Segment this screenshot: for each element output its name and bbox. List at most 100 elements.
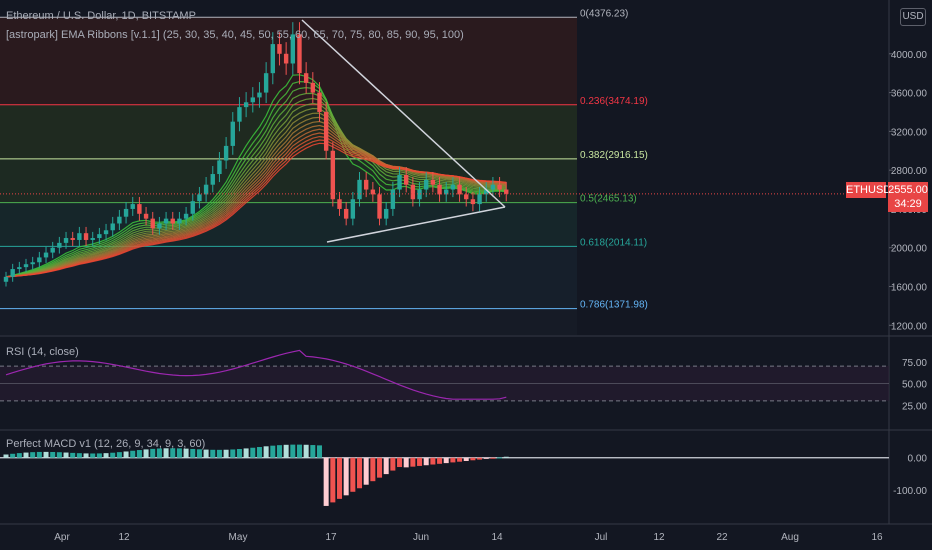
candle-body [490,184,496,190]
candle-body [190,201,195,214]
macd-histogram-bar [190,448,196,458]
price-tick-label: 2800.00 [891,166,928,177]
candle-body [203,184,209,195]
candle-body [50,247,55,253]
candle-body [457,184,462,195]
time-tick-label: 12 [118,532,130,543]
candle-body [310,82,316,93]
candle-body [70,238,75,240]
candle-body [223,145,229,161]
time-tick-label: Jun [413,532,429,543]
rsi-indicator-title[interactable]: RSI (14, close) [6,346,79,358]
macd-histogram-bar [3,454,9,458]
symbol-title: Ethereum / U.S. Dollar, 1D, BITSTAMP [6,10,196,22]
macd-histogram-bar [70,452,76,458]
symbol-badge: ETHUSD [846,182,892,198]
candle-body [143,213,149,219]
macd-histogram-bar [377,457,383,478]
macd-histogram-bar [216,449,222,458]
candle-body [383,208,389,219]
ema-ribbon-line [5,80,507,278]
candle-body [250,97,255,103]
macd-histogram-bar [423,457,429,466]
time-tick-label: 14 [491,532,503,543]
time-tick-label: Apr [54,532,70,543]
trendline-lower [326,206,506,243]
fib-zone [0,202,577,247]
candle-body [257,92,262,98]
rsi-tick-label: 75.00 [902,358,927,369]
macd-histogram-bar [410,457,416,467]
macd-histogram-bar [403,457,409,468]
macd-histogram-bar [90,453,96,458]
candle-body [57,242,62,248]
macd-histogram-bar [143,449,149,458]
candle-body [410,184,416,200]
macd-histogram-bar [150,448,156,458]
candle-body [43,252,49,258]
macd-indicator-title[interactable]: Perfect MACD v1 (12, 26, 9, 34, 9, 3, 60… [6,438,206,450]
time-tick-label: 12 [653,532,665,543]
macd-histogram-bar [243,448,249,458]
candle-body [450,184,456,190]
macd-histogram-bar [176,448,182,458]
rsi-tick-label: 50.00 [902,380,927,391]
last-price-value: 2555.00 [888,184,928,196]
candle-body [210,174,215,185]
fib-level-label: 0.618(2014.11) [580,237,647,248]
macd-histogram-bar [503,456,509,458]
macd-histogram-bar [156,448,162,458]
candle-body [477,194,482,205]
macd-histogram-bar [497,457,503,459]
candle-body [163,218,169,224]
fib-level-label: 0.236(3474.19) [580,96,648,107]
macd-histogram-bar [76,453,82,458]
macd-histogram-bar [183,448,189,458]
candle-body [23,264,29,268]
candle-body [363,179,369,190]
currency-button[interactable]: USD [900,8,926,26]
macd-histogram-bar [230,449,236,458]
macd-histogram-bar [417,457,423,466]
price-tick-label: 3600.00 [891,89,928,100]
macd-histogram-bar [343,457,349,496]
macd-histogram-bar [323,457,329,506]
candle-body [230,121,235,146]
rsi-line [5,349,507,400]
macd-histogram-bar [103,453,109,458]
candle-body [110,223,115,231]
macd-histogram-bar [310,445,316,458]
candle-body [17,267,22,270]
macd-histogram-bar [130,450,136,458]
candle-body [3,276,9,282]
candle-body [177,218,182,224]
macd-histogram-bar [270,445,276,458]
candle-body [283,53,289,64]
macd-histogram-bar [50,451,56,458]
ema-ribbon-line [5,116,507,278]
candle-body [10,269,15,277]
price-tick-label: 3200.00 [891,127,928,138]
candle-body [303,73,309,83]
macd-histogram-bar [463,457,469,461]
candle-body [243,102,249,108]
macd-histogram-bar [337,457,342,499]
candle-body [430,179,436,185]
ema-ribbon-indicator-title[interactable]: [astropark] EMA Ribbons [v.1.1] (25, 30,… [6,29,464,41]
candle-body [83,233,89,240]
ema-ribbon-line [5,107,507,278]
candle-body [397,175,402,190]
candle-body [317,92,322,112]
candle-body [123,208,129,217]
macd-histogram-bar [256,447,262,458]
macd-histogram-bar [363,457,369,485]
candle-body [270,44,275,74]
macd-histogram-bar [10,453,16,458]
last-price-tag: 2555.00 34:29 [888,182,928,212]
macd-histogram-bar [457,457,463,462]
macd-histogram-bar [477,457,483,460]
time-tick-label: 22 [716,532,728,543]
candle-body [290,34,296,64]
candle-body [97,234,102,239]
